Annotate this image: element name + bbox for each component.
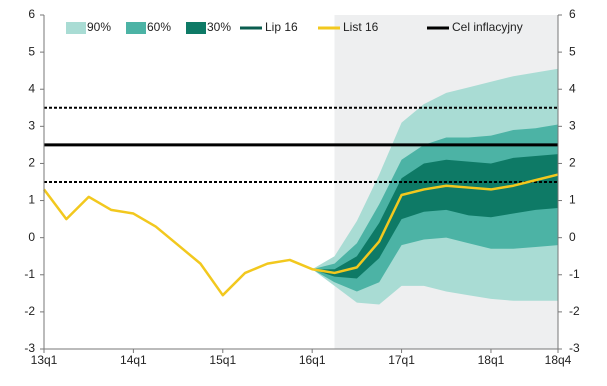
y-tick-label: 2 — [28, 156, 35, 170]
y2-tick-label: 0 — [569, 230, 576, 244]
y2-tick-label: -2 — [569, 304, 580, 318]
legend-label: 30% — [207, 20, 231, 34]
legend-label: 60% — [147, 20, 171, 34]
x-tick-label: 17q1 — [388, 353, 415, 367]
legend-swatch — [126, 22, 146, 34]
legend-swatch — [186, 22, 206, 34]
legend-label: Lip 16 — [265, 20, 298, 34]
legend-label: 90% — [87, 20, 111, 34]
y2-tick-label: 4 — [569, 81, 576, 95]
x-tick-label: 14q1 — [120, 353, 147, 367]
y-tick-label: -2 — [24, 304, 35, 318]
x-tick-label: 16q1 — [299, 353, 326, 367]
x-tick-label: 15q1 — [209, 353, 236, 367]
y2-tick-label: 2 — [569, 156, 576, 170]
y2-tick-label: 1 — [569, 193, 576, 207]
series-line — [43, 173, 559, 297]
y2-tick-label: 3 — [569, 119, 576, 133]
legend-label: List 16 — [343, 20, 379, 34]
y-tick-label: 5 — [28, 44, 35, 58]
y2-tick-label: -1 — [569, 267, 580, 281]
y-tick-label: 4 — [28, 81, 35, 95]
y-tick-label: -3 — [24, 341, 35, 355]
x-tick-label: 18q4 — [545, 353, 572, 367]
y-tick-label: -1 — [24, 267, 35, 281]
y-tick-label: 6 — [28, 7, 35, 21]
x-tick-label: 18q1 — [478, 353, 505, 367]
y-tick-label: 3 — [28, 119, 35, 133]
legend-swatch — [66, 22, 86, 34]
y-tick-label: 0 — [28, 230, 35, 244]
legend-label: Cel inflacyjny — [452, 20, 523, 34]
y2-tick-label: 5 — [569, 44, 576, 58]
y-tick-label: 1 — [28, 193, 35, 207]
y2-tick-label: -3 — [569, 341, 580, 355]
x-tick-label: 13q1 — [31, 353, 58, 367]
y2-tick-label: 6 — [569, 7, 576, 21]
